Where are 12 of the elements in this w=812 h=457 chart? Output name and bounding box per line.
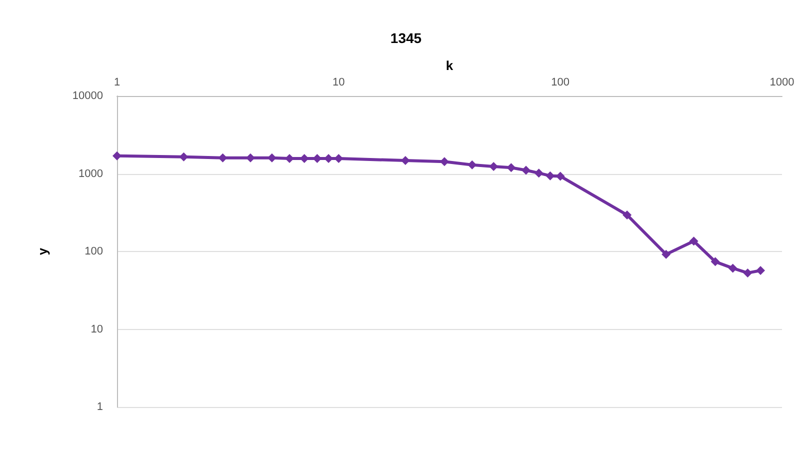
y-tick-label: 1 xyxy=(96,401,103,413)
chart-title: 1345 xyxy=(390,30,422,46)
x-tick-label: 1 xyxy=(114,76,120,88)
x-axis-title: k xyxy=(446,58,454,73)
x-tick-label: 100 xyxy=(551,76,570,88)
y-tick-label: 1000 xyxy=(78,168,103,180)
y-tick-label: 100 xyxy=(84,246,103,258)
x-tick-label: 10 xyxy=(332,76,345,88)
x-tick-label: 1000 xyxy=(770,76,794,88)
y-tick-label: 10 xyxy=(90,323,103,336)
y-axis-title: y xyxy=(35,247,50,256)
y-tick-label: 10000 xyxy=(72,90,103,102)
